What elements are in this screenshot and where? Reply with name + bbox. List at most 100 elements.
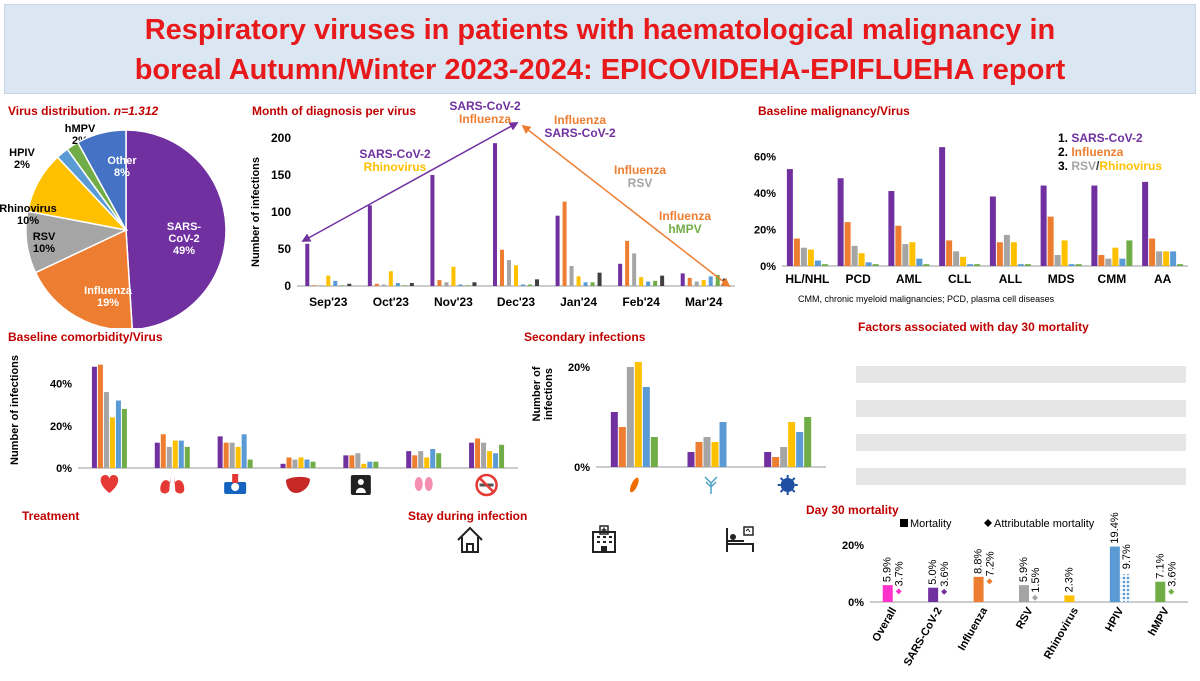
factor-mark	[1120, 434, 1186, 451]
home-icon	[457, 526, 483, 553]
bar	[814, 260, 821, 266]
virus-distribution-title: Virus distribution. n=1.312	[8, 104, 159, 118]
bar	[851, 245, 858, 266]
pie-label: Other	[107, 155, 137, 167]
bar	[1170, 251, 1177, 266]
bar	[381, 284, 386, 286]
y-tick-label: 40%	[754, 188, 776, 200]
bar	[1047, 216, 1054, 266]
bar	[1054, 255, 1061, 266]
factor-label	[856, 366, 922, 383]
treatment-cell	[52, 535, 60, 549]
bar	[1091, 185, 1098, 266]
factors-row	[856, 434, 1186, 451]
factor-mark	[1120, 383, 1186, 400]
bar	[507, 260, 511, 286]
treatment-cell	[36, 605, 44, 619]
bar	[166, 446, 172, 468]
bar	[953, 251, 960, 266]
factors-row	[856, 468, 1186, 485]
bar	[406, 451, 412, 468]
mortality-bar	[1064, 595, 1075, 602]
trend-annotation: SARS-CoV-2	[359, 147, 431, 161]
bar	[916, 258, 923, 266]
bar	[472, 282, 477, 286]
factors-row	[856, 366, 1186, 383]
attributable-bar	[1120, 574, 1131, 602]
legend-entry: 2. Influenza	[1058, 145, 1124, 159]
bar	[1149, 238, 1156, 266]
attributable-label: 3.6%	[939, 561, 951, 586]
factor-mark	[1120, 417, 1186, 434]
trend-annotation: Rhinovirus	[364, 160, 427, 174]
bar	[837, 178, 844, 266]
bar	[1105, 258, 1112, 266]
virus-icon	[777, 475, 798, 495]
treatment-cell	[20, 563, 28, 577]
mortality-bar	[973, 576, 984, 602]
factor-label	[856, 434, 922, 451]
bar	[844, 222, 851, 266]
pie-slice-other	[76, 129, 127, 231]
bar	[639, 277, 644, 286]
treatment-row	[12, 619, 60, 633]
x-tick-label: PCD	[845, 272, 871, 286]
pie-label: HPIV	[9, 147, 35, 159]
virus-distribution-pie: SARS-CoV-249%Influenza19%RSV10%Rhinoviru…	[0, 123, 227, 328]
x-tick-label: Oct'23	[373, 295, 410, 309]
title-line-1: Respiratory viruses in patients with hae…	[144, 14, 1056, 46]
mortality-label: 5.0%	[927, 559, 939, 584]
bar	[430, 449, 436, 468]
bar	[217, 436, 223, 468]
kidney-icon	[414, 477, 433, 491]
bar	[412, 455, 418, 468]
x-tick-label: HL/NHL	[785, 272, 829, 286]
factors-row	[856, 451, 1186, 468]
treatment-cell	[28, 591, 36, 605]
treatment-header	[36, 523, 44, 535]
bar	[528, 284, 532, 286]
x-tick-label: Jan'24	[560, 295, 597, 309]
treatment-header	[44, 523, 52, 535]
factors-header	[1120, 334, 1186, 366]
treatment-row	[12, 591, 60, 605]
trend-annotation: RSV	[628, 176, 653, 190]
report-title: Respiratory viruses in patients with hae…	[4, 4, 1196, 94]
factor-mark	[1120, 468, 1186, 485]
factor-mark	[988, 400, 1054, 417]
treatment-table	[12, 523, 60, 633]
bar	[1010, 242, 1017, 266]
bar	[418, 451, 424, 468]
bar	[1017, 264, 1024, 266]
y-tick-label: 50	[278, 242, 292, 256]
treatment-cell	[52, 619, 60, 633]
bar	[989, 196, 996, 266]
factors-table	[856, 334, 1186, 485]
trend-annotation: Influenza	[554, 113, 606, 127]
factors-row	[856, 417, 1186, 434]
bar	[858, 253, 865, 266]
bar	[349, 455, 355, 468]
baseline-malignancy-title: Baseline malignancy/Virus	[758, 104, 910, 118]
bar	[172, 440, 178, 468]
pie-label: 2%	[14, 159, 30, 171]
bar	[280, 463, 286, 468]
bar	[292, 459, 298, 468]
bar	[1003, 234, 1010, 266]
mortality-bar	[1155, 581, 1166, 602]
factor-mark	[1054, 468, 1120, 485]
bar	[1163, 251, 1170, 266]
title-line-2: boreal Autumn/Winter 2023-2024: EPICOVID…	[134, 54, 1066, 86]
attributable-label: 3.6%	[1166, 561, 1178, 586]
factor-mark	[922, 468, 988, 485]
trend-arrow-sars	[301, 122, 519, 242]
bar	[590, 282, 595, 286]
x-tick-label: Mar'24	[685, 295, 723, 309]
factor-label	[856, 451, 922, 468]
bar	[625, 240, 630, 286]
baseline-comorbidity-chart: 0% 20% 40% Number of infections	[9, 355, 518, 497]
bar	[694, 281, 699, 286]
bar	[361, 463, 367, 468]
bar	[701, 280, 706, 286]
bar	[939, 147, 946, 266]
